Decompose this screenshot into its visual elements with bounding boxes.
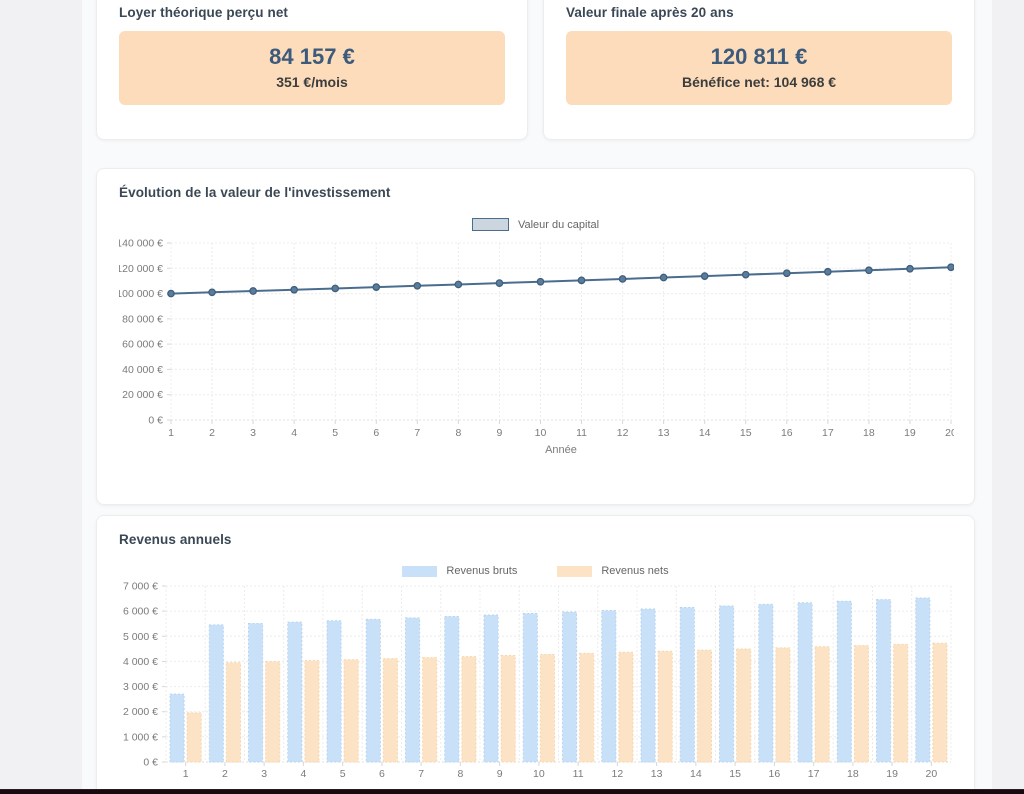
svg-text:20: 20 [945,427,954,439]
svg-text:14: 14 [690,768,702,780]
svg-text:19: 19 [904,427,916,439]
svg-text:4 000 €: 4 000 € [123,656,158,668]
capital-legend-label: Valeur du capital [517,218,600,231]
kpi-card-rent-highlight: 84 157 € 351 €/mois [119,31,505,106]
svg-text:100 000 €: 100 000 € [119,288,163,300]
svg-text:15: 15 [740,427,752,439]
svg-text:7: 7 [414,427,420,439]
svg-text:3 000 €: 3 000 € [123,681,158,693]
svg-text:13: 13 [658,427,670,439]
kpi-final-value-subtitle: Bénéfice net: 104 968 € [681,74,837,91]
content-area: Loyer théorique perçu net 84 157 € 351 €… [82,0,992,794]
capital-evolution-line-chart[interactable]: 0 € 20 000 € 40 000 € 60 000 € 80 000 € 100 0… [119,235,954,470]
kpi-card-final-value-highlight: 120 811 € Bénéfice net: 104 968 € [566,31,952,106]
svg-text:120 000 €: 120 000 € [119,263,163,275]
svg-text:18: 18 [863,427,875,439]
net-revenue-legend-swatch [557,565,593,577]
svg-text:12: 12 [612,768,624,780]
svg-text:140 000 €: 140 000 € [119,238,163,250]
svg-text:8: 8 [457,768,463,780]
svg-text:18: 18 [847,768,859,780]
svg-text:19: 19 [886,768,898,780]
annual-revenue-bar-chart[interactable]: 0 € 1 000 € 2 000 € 3 000 € 4 000 € 5 000 € 6 … [119,581,954,786]
gross-revenue-legend-swatch [402,565,438,577]
svg-text:17: 17 [822,427,834,439]
kpi-card-final-value: Valeur finale après 20 ans 120 811 € Bén… [543,0,975,140]
gross-revenue-legend-label: Revenus bruts [446,565,518,577]
kpi-rent-subtitle: 351 €/mois [276,74,348,91]
svg-text:11: 11 [576,427,587,439]
svg-text:2: 2 [222,768,228,780]
svg-text:1 000 €: 1 000 € [123,731,158,743]
svg-text:7 000 €: 7 000 € [123,581,158,593]
line-chart-title: Évolution de la valeur de l'investisseme… [119,185,391,200]
svg-text:11: 11 [573,768,584,780]
svg-text:6 000 €: 6 000 € [123,606,158,618]
bottom-edge-bar [0,789,1024,794]
bar-chart-legend: Revenus bruts Revenus nets [119,565,952,577]
line-chart-legend: Valeur du capital [119,218,952,231]
svg-text:20: 20 [926,768,938,780]
net-revenue-legend-label: Revenus nets [601,565,669,577]
kpi-cards-row: Loyer théorique perçu net 84 157 € 351 €… [96,0,975,140]
svg-text:4: 4 [291,427,297,439]
svg-text:5: 5 [332,427,338,439]
svg-text:3: 3 [261,768,267,780]
bar-chart-card: Revenus annuels Revenus bruts Revenus ne… [96,515,975,794]
kpi-rent-value: 84 157 € [269,44,355,69]
svg-text:10: 10 [535,427,547,439]
bar-chart-title: Revenus annuels [119,532,232,547]
svg-text:14: 14 [699,427,711,439]
kpi-card-final-value-title: Valeur finale après 20 ans [566,5,734,20]
kpi-card-rent: Loyer théorique perçu net 84 157 € 351 €… [96,0,528,140]
svg-text:16: 16 [781,427,793,439]
legend-item-net-revenue[interactable]: Revenus nets [557,565,669,577]
svg-text:7: 7 [418,768,424,780]
svg-text:15: 15 [729,768,741,780]
line-chart-card: Évolution de la valeur de l'investisseme… [96,168,975,505]
svg-text:16: 16 [769,768,781,780]
legend-item-capital[interactable]: Valeur du capital [471,218,600,231]
svg-text:4: 4 [300,768,306,780]
kpi-card-rent-title: Loyer théorique perçu net [119,5,289,20]
svg-text:5 000 €: 5 000 € [123,631,158,643]
svg-text:0 €: 0 € [143,757,158,769]
svg-text:60 000 €: 60 000 € [122,339,163,351]
svg-text:9: 9 [496,427,502,439]
svg-text:12: 12 [617,427,629,439]
svg-text:3: 3 [250,427,256,439]
svg-text:8: 8 [455,427,461,439]
legend-item-gross-revenue[interactable]: Revenus bruts [402,565,517,577]
svg-text:6: 6 [379,768,385,780]
capital-legend-swatch [471,218,509,231]
svg-text:2: 2 [209,427,215,439]
svg-text:40 000 €: 40 000 € [122,364,163,376]
svg-text:6: 6 [373,427,379,439]
svg-text:1: 1 [168,427,174,439]
svg-text:1: 1 [183,768,189,780]
svg-text:20 000 €: 20 000 € [122,389,163,401]
kpi-final-value: 120 811 € [710,44,808,69]
svg-text:Année: Année [545,444,577,456]
svg-text:13: 13 [651,768,663,780]
svg-text:0 €: 0 € [148,415,163,427]
svg-text:5: 5 [340,768,346,780]
svg-text:2 000 €: 2 000 € [123,706,158,718]
svg-text:17: 17 [808,768,820,780]
svg-text:80 000 €: 80 000 € [122,313,163,325]
svg-text:9: 9 [497,768,503,780]
svg-text:10: 10 [533,768,545,780]
